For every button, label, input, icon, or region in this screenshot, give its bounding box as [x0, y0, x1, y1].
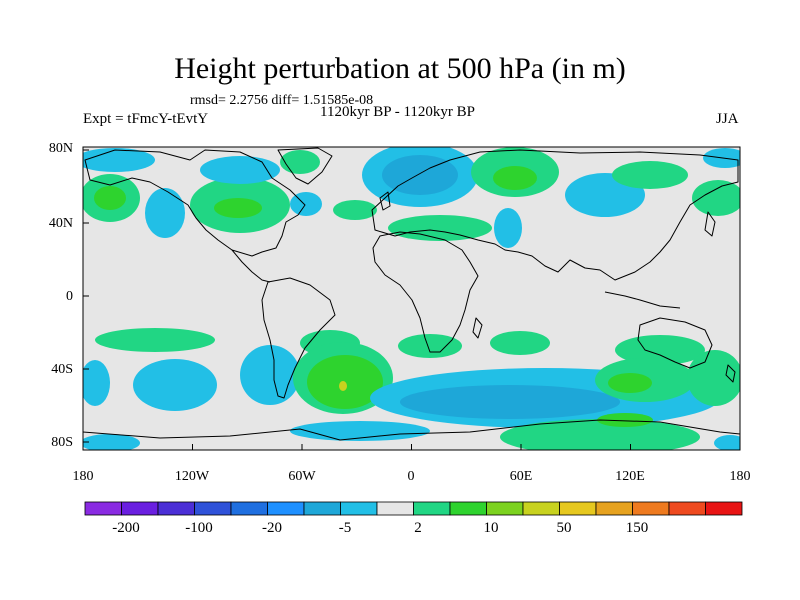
- colorbar-swatch: [267, 501, 305, 516]
- north-america-coast: [84, 149, 306, 257]
- colorbar-swatch: [413, 501, 451, 516]
- colorbar-label-5: 2: [414, 520, 422, 536]
- anomaly-neg-europe-core: [382, 155, 458, 195]
- lon-label-180w: 180: [72, 469, 94, 484]
- anomaly-pos-sw-atlantic-peak: [339, 381, 347, 391]
- lat-label-80n: 80N: [48, 141, 73, 156]
- map-title: Height perturbation at 500 hPa (in m): [174, 52, 626, 85]
- anomaly-neg-sw-pacific: [83, 360, 110, 406]
- indonesia-coast: [604, 291, 681, 309]
- colorbar-swatch: [559, 501, 597, 516]
- colorbar-swatch: [486, 501, 524, 516]
- new-zealand-coast: [725, 364, 736, 383]
- colorbar: [84, 501, 743, 516]
- lon-label-180e: 180: [729, 469, 751, 484]
- colorbar-label-3: -20: [262, 520, 282, 536]
- colorbar-swatch: [449, 501, 487, 516]
- lat-label-40s: 40S: [51, 362, 73, 377]
- anomaly-neg-e-pacific: [240, 345, 300, 405]
- anomaly-neg-amundsen-sea: [714, 435, 740, 450]
- lon-label-60w: 60W: [288, 469, 316, 484]
- lat-label-80s: 80S: [51, 435, 73, 450]
- lon-label-120e: 120E: [615, 469, 645, 484]
- anomaly-pos-australia: [615, 335, 705, 365]
- anomaly-pos-n-atlantic: [333, 200, 377, 220]
- antarctica-coast: [83, 419, 740, 441]
- rmsd-stats: rmsd= 2.2756 diff= 1.51585e-08: [190, 93, 374, 108]
- colorbar-label-8: 150: [625, 520, 649, 536]
- colorbar-swatch: [522, 501, 560, 516]
- anomaly-pos-indian: [490, 331, 550, 355]
- anomaly-neg-southern-ocean-core: [400, 385, 620, 419]
- season-label: JJA: [716, 111, 739, 127]
- colorbar-label-7: 50: [556, 520, 572, 536]
- colorbar-label-2: -100: [185, 520, 213, 536]
- anomaly-pos-mediterranean: [388, 215, 492, 241]
- anomaly-neg-newfoundland: [290, 192, 322, 216]
- lon-label-60e: 60E: [509, 469, 533, 484]
- colorbar-label-4: -5: [338, 520, 352, 536]
- africa-coast: [372, 231, 479, 353]
- colorbar-swatch: [230, 501, 268, 516]
- madagascar-coast: [472, 317, 483, 339]
- anomaly-pos-antarctica-core: [597, 413, 653, 427]
- colorbar-swatch: [121, 501, 159, 516]
- colorbar-swatch: [340, 501, 378, 516]
- uk-coast: [379, 191, 391, 211]
- coastlines: [83, 147, 740, 441]
- lon-label-0: 0: [407, 469, 415, 484]
- colorbar-swatch: [632, 501, 670, 516]
- colorbar-swatch: [668, 501, 706, 516]
- greenland-coast: [277, 147, 333, 185]
- colorbar-swatch: [705, 501, 743, 516]
- south-anomalies: [83, 328, 740, 450]
- anomaly-pos-canada-core: [214, 198, 262, 218]
- japan-coast: [704, 211, 716, 237]
- anomaly-neg-ne-pacific: [145, 188, 185, 238]
- eurasia-coast: [371, 149, 739, 281]
- colorbar-swatch: [194, 501, 232, 516]
- anomaly-pos-s-atlantic: [398, 334, 462, 358]
- south-america-coast: [261, 277, 336, 399]
- map-panel: [83, 147, 740, 450]
- colorbar-swatch: [376, 501, 414, 516]
- anomaly-pos-nw-pacific-east: [692, 180, 740, 216]
- colorbar-swatch: [303, 501, 341, 516]
- period-label: 1120kyr BP - 1120kyr BP: [320, 104, 476, 120]
- lon-label-120w: 120W: [174, 469, 210, 484]
- anomaly-pos-e-indian-core: [608, 373, 652, 393]
- anomaly-neg-middle-east: [494, 208, 522, 248]
- anomaly-pos-antarctica: [500, 419, 700, 450]
- anomaly-pos-sw-pacific-east: [687, 350, 740, 406]
- anomaly-pos-greenland: [280, 150, 320, 174]
- central-america-coast: [231, 249, 271, 283]
- experiment-label: Expt = tFmcY-tEvtY: [83, 111, 209, 127]
- colorbar-label-1: -200: [112, 520, 140, 536]
- anomaly-pos-e-siberia: [612, 161, 688, 189]
- anomaly-neg-s-pacific: [133, 359, 217, 411]
- colorbar-swatch: [157, 501, 195, 516]
- colorbar-label-6: 10: [483, 520, 499, 536]
- lat-label-40n: 40N: [48, 216, 73, 231]
- anomaly-pos-s-pacific-west: [95, 328, 215, 352]
- colorbar-swatch: [84, 501, 122, 516]
- anomaly-pos-nw-pacific-core: [94, 186, 126, 210]
- anomaly-pos-siberia-core: [493, 166, 537, 190]
- axis-ticks: [82, 149, 741, 450]
- lat-label-eq: 0: [66, 289, 73, 304]
- anomaly-neg-ross-sea: [83, 434, 140, 450]
- australia-coast: [637, 317, 713, 369]
- colorbar-swatch: [595, 501, 633, 516]
- anomaly-neg-alaska: [83, 148, 155, 172]
- anomaly-neg-arctic-canada: [200, 156, 280, 184]
